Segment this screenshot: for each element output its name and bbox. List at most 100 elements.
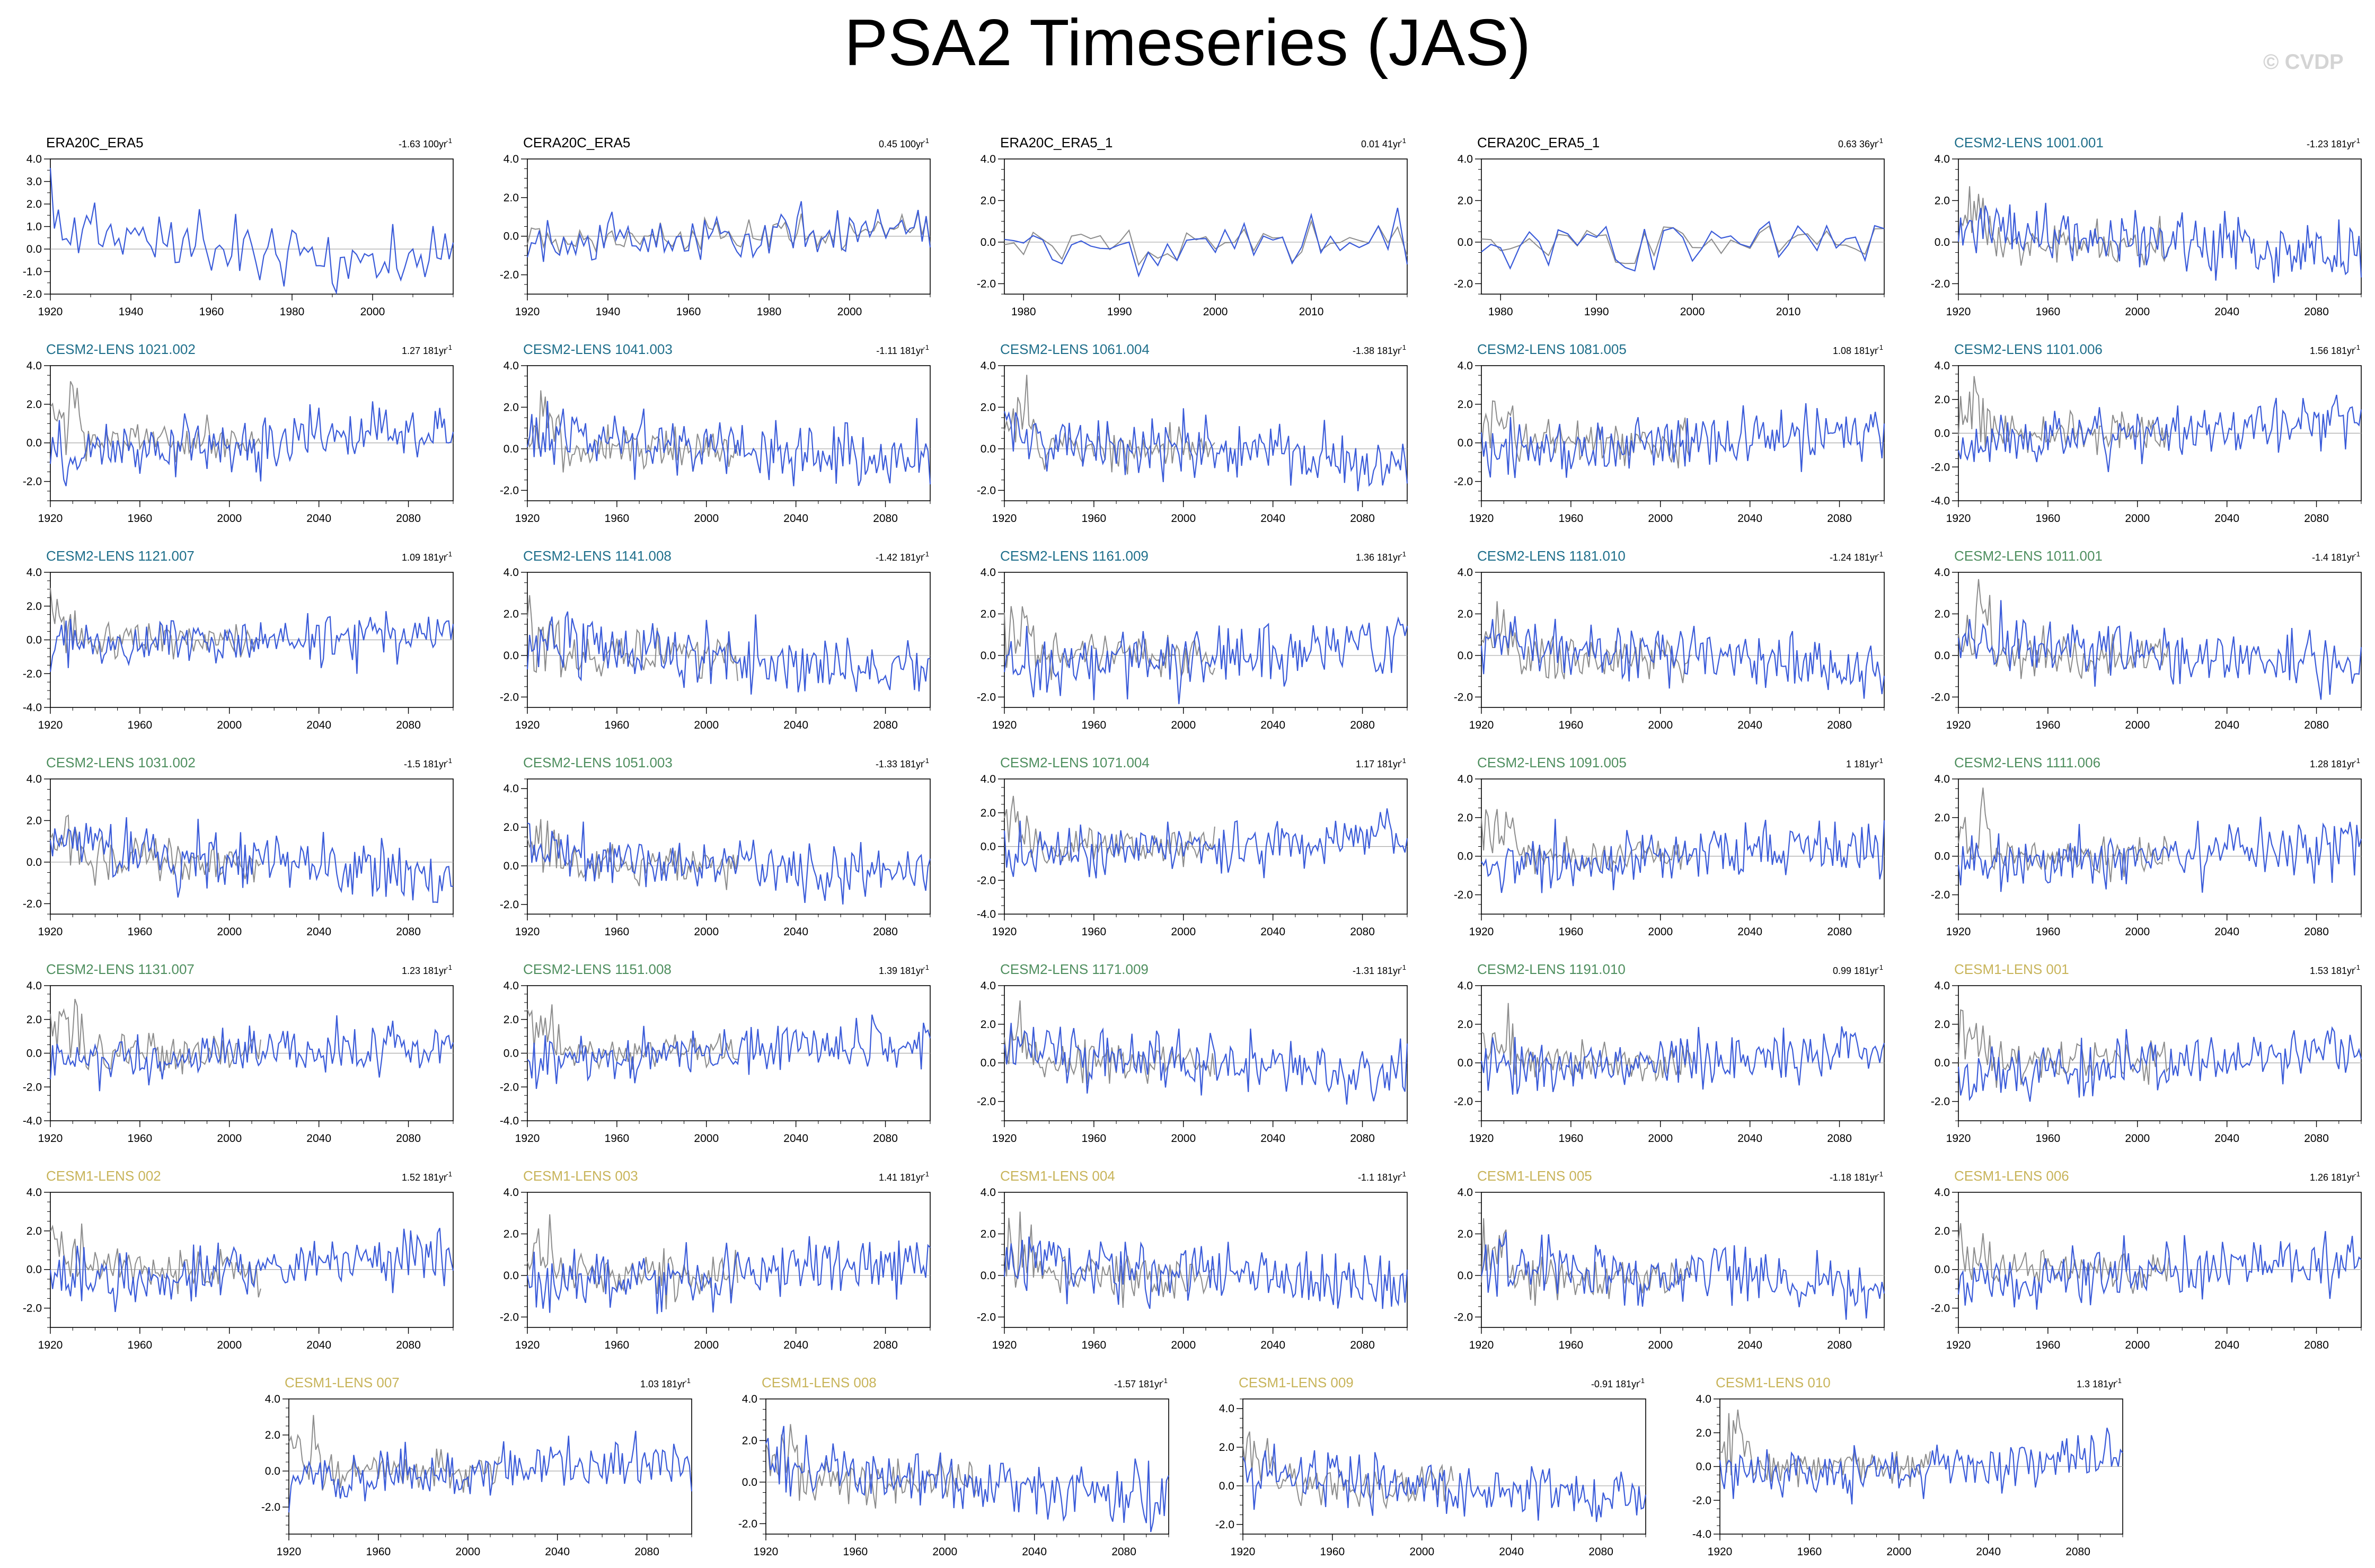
x-tick-label: 2000 [2125, 1339, 2150, 1351]
y-tick-label: -2.0 [977, 874, 996, 887]
trend-label: -1.42 181yr [876, 552, 924, 563]
plot-frame [527, 158, 931, 295]
panel-cesm2-lens-1101-006: CESM2-LENS 1101.006 1.56 181yr-1 -4.0 -2.0 0… [1931, 341, 2362, 525]
y-tick-label: -2.0 [1692, 1494, 1711, 1507]
x-tick-label: 1960 [1559, 719, 1584, 731]
psa2-series-line [49, 817, 454, 903]
psa2-series-line [1480, 616, 1885, 699]
x-tick-label: 2000 [1171, 512, 1196, 525]
trend-exponent: -1 [446, 1170, 452, 1178]
y-tick-label: 2.0 [27, 398, 42, 411]
trend-label: 0.45 100yr [879, 139, 924, 149]
y-tick-label: 0.0 [1935, 650, 1950, 662]
reference-series-line [527, 1004, 738, 1070]
page-title: PSA2 Timeseries (JAS) [844, 6, 1531, 79]
psa2-series-line [1003, 1023, 1408, 1105]
trend-exponent: -1 [2354, 343, 2360, 351]
trend-exponent: -1 [1877, 550, 1883, 558]
y-tick-label: 0.0 [981, 1057, 996, 1069]
x-tick-label: 1960 [366, 1546, 391, 1558]
panel-title: CESM2-LENS 1031.002 [46, 755, 196, 770]
x-tick-label: 1980 [757, 306, 782, 318]
y-tick-label: 2.0 [981, 807, 996, 819]
psa2-series-line [288, 1431, 693, 1513]
panel-cesm2-lens-1141-008: CESM2-LENS 1141.008 -1.42 181yr-1 -2.0 0.0 2… [500, 548, 931, 731]
trend-exponent: -1 [2354, 550, 2360, 558]
x-tick-label: 1960 [128, 719, 153, 731]
y-tick-label: 2.0 [1458, 1018, 1473, 1031]
x-tick-label: 2040 [1976, 1546, 2001, 1558]
panel-cesm2-lens-1081-005: CESM2-LENS 1081.005 1.08 181yr-1 -2.0 0.0 2.… [1454, 341, 1885, 525]
trend-label: 1.28 181yr [2310, 759, 2355, 769]
x-tick-label: 2080 [1588, 1546, 1613, 1558]
y-tick-label: -2.0 [23, 1081, 42, 1093]
y-tick-label: 4.0 [1935, 1186, 1950, 1199]
x-tick-label: 1960 [1320, 1546, 1345, 1558]
psa2-series-line [1480, 1026, 1885, 1095]
x-tick-label: 2080 [873, 1132, 898, 1145]
y-tick-label: 4.0 [981, 566, 996, 579]
psa2-series-line [1003, 616, 1408, 704]
y-tick-label: -2.0 [1931, 691, 1950, 703]
x-tick-label: 1960 [1559, 1132, 1584, 1145]
y-tick-label: 0.0 [27, 1048, 42, 1060]
psa2-series-line [1957, 202, 2362, 283]
trend-exponent: -1 [2354, 963, 2360, 971]
x-tick-label: 2080 [873, 926, 898, 938]
x-tick-label: 2000 [217, 719, 242, 731]
panel-title: CESM1-LENS 009 [1239, 1375, 1354, 1390]
y-tick-label: 0.0 [27, 634, 42, 646]
y-tick-label: 0.0 [1935, 1264, 1950, 1276]
y-tick-label: -2.0 [500, 484, 519, 497]
y-tick-label: 2.0 [1935, 608, 1950, 620]
y-tick-label: -2.0 [500, 269, 519, 281]
x-tick-label: 1960 [676, 306, 701, 318]
panel-title: CESM1-LENS 007 [285, 1375, 400, 1390]
psa2-series-line [1003, 808, 1408, 879]
y-tick-label: 2.0 [504, 192, 519, 204]
x-tick-label: 2000 [1648, 512, 1673, 525]
panel-era20c-era5-1: ERA20C_ERA5_1 0.01 41yr-1 -2.0 0.0 2.0 4.0 198… [977, 135, 1408, 318]
y-tick-label: 4.0 [504, 980, 519, 992]
psa2-series-line [49, 1015, 454, 1092]
x-tick-label: 2000 [694, 719, 719, 731]
x-tick-label: 2080 [1827, 1339, 1852, 1351]
x-tick-label: 2080 [1827, 1132, 1852, 1145]
x-tick-label: 2040 [2214, 306, 2239, 318]
y-tick-label: -2.0 [1454, 889, 1473, 901]
y-tick-label: 2.0 [1935, 394, 1950, 406]
x-tick-label: 1920 [992, 926, 1017, 938]
plot-frame [527, 365, 931, 501]
y-tick-label: 4.0 [504, 566, 519, 579]
x-tick-label: 2040 [1737, 512, 1762, 525]
y-tick-label: 0.0 [1935, 236, 1950, 249]
x-tick-label: 2040 [1260, 1132, 1285, 1145]
panel-title: CESM1-LENS 002 [46, 1168, 161, 1184]
y-tick-label: 0.0 [1458, 236, 1473, 249]
x-tick-label: 2080 [634, 1546, 659, 1558]
panel-title: CERA20C_ERA5_1 [1477, 135, 1600, 150]
x-tick-label: 2040 [1737, 1339, 1762, 1351]
x-tick-label: 1960 [605, 1132, 630, 1145]
y-tick-label: 2.0 [504, 1014, 519, 1026]
y-tick-label: -4.0 [1692, 1528, 1711, 1540]
x-tick-label: 2080 [2304, 1339, 2329, 1351]
y-tick-label: 4.0 [1935, 566, 1950, 579]
y-tick-label: 0.0 [981, 1270, 996, 1282]
x-tick-label: 1920 [38, 306, 63, 318]
y-tick-label: 2.0 [1458, 398, 1473, 411]
y-tick-label: 4.0 [1935, 153, 1950, 165]
reference-series-line [1958, 1009, 2169, 1088]
x-tick-label: 2000 [360, 306, 385, 318]
reference-series-line [1242, 1431, 1454, 1510]
x-tick-label: 2080 [873, 512, 898, 525]
y-tick-label: 0.0 [504, 1048, 519, 1060]
y-tick-label: 4.0 [27, 980, 42, 992]
psa2-series-line [1957, 1026, 2362, 1102]
y-tick-label: -2.0 [1931, 1096, 1950, 1108]
y-tick-label: 0.0 [27, 243, 42, 255]
reference-series-line [527, 595, 738, 681]
trend-exponent: -1 [1400, 963, 1406, 971]
y-tick-label: 4.0 [1696, 1393, 1711, 1405]
x-tick-label: 2040 [1260, 719, 1285, 731]
